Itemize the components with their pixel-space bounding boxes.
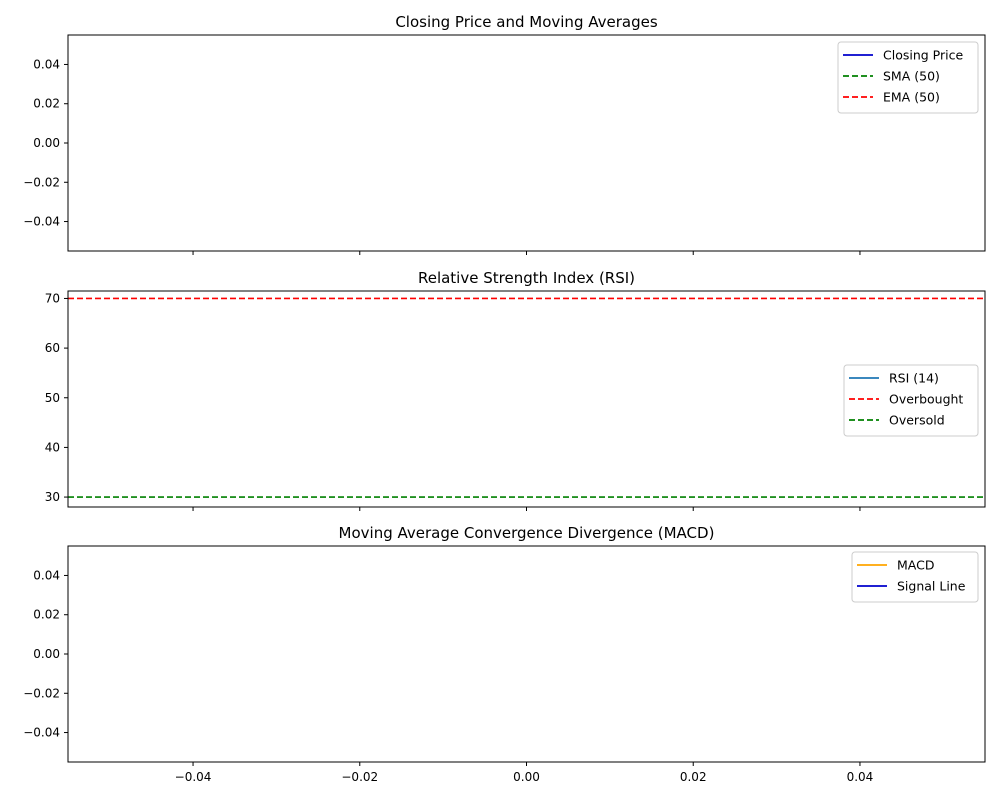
y-tick-label: 0.00: [33, 647, 60, 661]
y-tick-label: 0.04: [33, 568, 60, 582]
legend-box: [843, 364, 979, 437]
chart-title: Relative Strength Index (RSI): [418, 269, 635, 287]
y-tick-label: 60: [45, 341, 60, 355]
y-tick-label: 30: [45, 490, 60, 504]
legend-label: Closing Price: [883, 48, 963, 63]
x-tick-label: 0.04: [847, 770, 874, 784]
y-tick-label: −0.04: [23, 726, 60, 740]
chart-panel-2: Relative Strength Index (RSI) 70 60 50 40 30 R…: [45, 269, 986, 511]
y-tick-label: 0.02: [33, 608, 60, 622]
chart-panel-3: Moving Average Convergence Divergence (M…: [23, 524, 986, 784]
y-tick-label: −0.02: [23, 175, 60, 189]
y-tick-label: 0.00: [33, 136, 60, 150]
chart-title: Closing Price and Moving Averages: [395, 13, 658, 31]
chart-title: Moving Average Convergence Divergence (M…: [339, 524, 715, 542]
legend-label: Oversold: [889, 413, 945, 428]
y-tick-label: 70: [45, 291, 60, 305]
x-tick-label: 0.02: [680, 770, 707, 784]
legend-box: [837, 41, 979, 114]
chart-panel-1: Closing Price and Moving Averages 0.04 0.0…: [23, 13, 986, 255]
axes-frame: [67, 545, 986, 763]
y-tick-label: 0.04: [33, 57, 60, 71]
x-tick-label: −0.04: [175, 770, 212, 784]
x-tick-label: −0.02: [341, 770, 378, 784]
legend: MACD Signal Line: [851, 551, 979, 603]
legend-label: RSI (14): [889, 371, 939, 386]
legend-label: SMA (50): [883, 69, 940, 84]
legend-label: EMA (50): [883, 90, 940, 105]
legend-label: MACD: [897, 558, 934, 573]
legend-label: Signal Line: [897, 579, 966, 594]
x-tick-label: 0.00: [513, 770, 540, 784]
y-tick-label: −0.04: [23, 215, 60, 229]
legend: RSI (14) Overbought Oversold: [843, 364, 979, 437]
y-tick-label: −0.02: [23, 686, 60, 700]
legend-label: Overbought: [889, 392, 963, 407]
y-tick-label: 0.02: [33, 97, 60, 111]
y-tick-label: 40: [45, 440, 60, 454]
y-tick-label: 50: [45, 391, 60, 405]
legend: Closing Price SMA (50) EMA (50): [837, 41, 979, 114]
